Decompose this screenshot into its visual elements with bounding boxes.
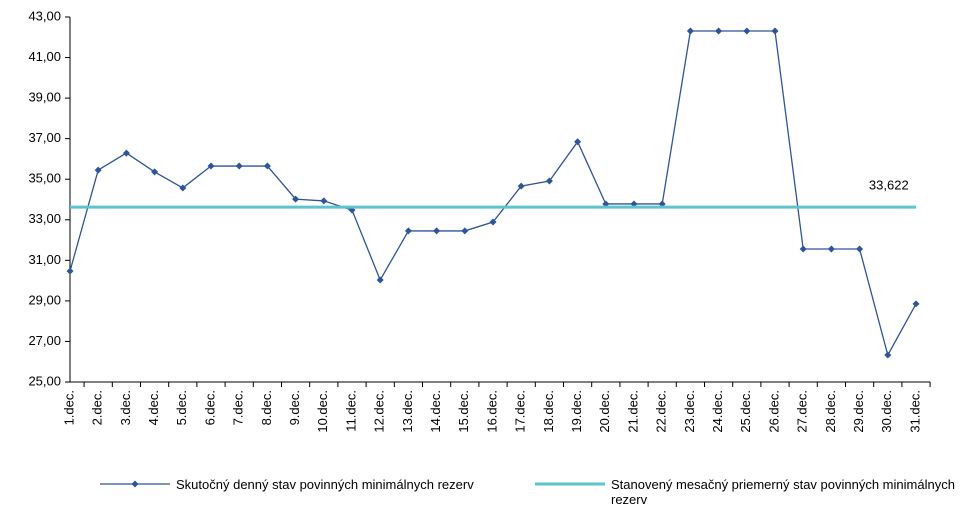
x-tick-label: 3.dec.: [118, 390, 133, 425]
x-tick-label: 9.dec.: [287, 390, 302, 425]
point-marker: [433, 227, 441, 235]
y-tick-label: 37,00: [28, 130, 61, 145]
point-marker: [912, 300, 920, 308]
x-tick-label: 23.dec.: [682, 390, 697, 433]
point-marker: [66, 267, 74, 275]
point-marker: [715, 27, 723, 35]
y-tick-label: 35,00: [28, 171, 61, 186]
series-line: [69, 30, 917, 357]
point-marker: [686, 27, 694, 35]
point-marker: [207, 162, 215, 170]
point-marker: [517, 182, 525, 190]
point-marker: [404, 227, 412, 235]
x-tick-label: 20.dec.: [597, 390, 612, 433]
point-marker: [94, 166, 102, 174]
point-marker: [292, 195, 300, 203]
x-tick-label: 7.dec.: [231, 390, 246, 425]
x-tick-label: 4.dec.: [146, 390, 161, 425]
x-tick-label: 29.dec.: [851, 390, 866, 433]
y-tick-label: 25,00: [28, 373, 61, 388]
x-tick-label: 1.dec.: [61, 390, 76, 425]
point-marker: [545, 177, 553, 185]
x-tick-label: 24.dec.: [710, 390, 725, 433]
point-marker: [461, 227, 469, 235]
x-tick-label: 13.dec.: [400, 390, 415, 433]
point-marker: [827, 245, 835, 253]
y-tick-label: 29,00: [28, 292, 61, 307]
point-marker: [574, 138, 582, 146]
point-marker: [179, 184, 187, 192]
point-marker: [856, 245, 864, 253]
x-tick-label: 31.dec.: [907, 390, 922, 433]
x-tick-label: 2.dec.: [90, 390, 105, 425]
y-tick-label: 43,00: [28, 8, 61, 23]
y-tick-label: 39,00: [28, 90, 61, 105]
x-tick-label: 17.dec.: [513, 390, 528, 433]
x-tick-label: 28.dec.: [823, 390, 838, 433]
x-tick-label: 14.dec.: [428, 390, 443, 433]
y-tick-label: 27,00: [28, 333, 61, 348]
x-tick-label: 15.dec.: [456, 390, 471, 433]
point-marker: [771, 27, 779, 35]
x-tick-label: 18.dec.: [541, 390, 556, 433]
legend-marker: [131, 480, 139, 488]
x-tick-label: 10.dec.: [315, 390, 330, 433]
x-tick-label: 5.dec.: [174, 390, 189, 425]
y-tick-label: 31,00: [28, 252, 61, 267]
x-tick-label: 21.dec.: [625, 390, 640, 433]
value-label: 33,622: [869, 178, 909, 193]
point-marker: [884, 351, 892, 359]
x-tick-label: 6.dec.: [202, 390, 217, 425]
point-marker: [320, 197, 328, 205]
x-tick-label: 11.dec.: [343, 390, 358, 432]
point-marker: [235, 162, 243, 170]
x-tick-label: 12.dec.: [372, 390, 387, 433]
point-marker: [263, 162, 271, 170]
x-tick-label: 26.dec.: [766, 390, 781, 433]
point-marker: [743, 27, 751, 35]
point-marker: [489, 218, 497, 226]
x-tick-label: 25.dec.: [738, 390, 753, 433]
x-tick-label: 8.dec.: [259, 390, 274, 425]
point-marker: [151, 168, 159, 176]
point-marker: [122, 149, 130, 157]
legend-label: Stanovený mesačný priemerný stav povinný…: [611, 477, 955, 507]
legend-label: Skutočný denný stav povinných minimálnyc…: [176, 477, 474, 492]
y-tick-label: 41,00: [28, 49, 61, 64]
point-marker: [799, 245, 807, 253]
point-marker: [376, 276, 384, 284]
x-tick-label: 16.dec.: [484, 390, 499, 433]
x-tick-label: 27.dec.: [795, 390, 810, 433]
x-tick-label: 30.dec.: [879, 390, 894, 433]
x-tick-label: 22.dec.: [654, 390, 669, 433]
x-tick-label: 19.dec.: [569, 390, 584, 433]
y-tick-label: 33,00: [28, 211, 61, 226]
